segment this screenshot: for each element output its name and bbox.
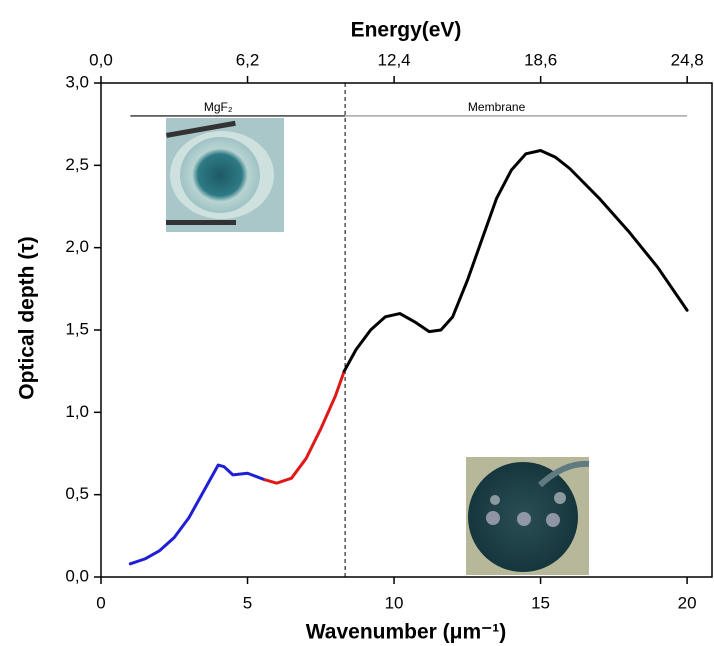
y-tick-label: 3,0 [65,72,89,91]
y-tick-label: 1,5 [65,319,89,338]
x2-tick-label: 6,2 [236,50,260,69]
x2-tick-label: 12,4 [378,50,411,69]
x2-axis-label: Energy(eV) [351,19,462,42]
y-tick-label: 0,5 [65,484,89,503]
y-tick-label: 2,5 [65,155,89,174]
annotation: Membrane [468,100,526,114]
x2-tick-label: 24,8 [671,50,704,69]
line [128,463,267,566]
x-axis-label: Wavenumber (μm⁻¹) [306,621,507,644]
y-axis-label: Optical depth (τ) [16,236,39,399]
y-tick-label: 0,0 [65,566,89,585]
x2-tick-label: 0,0 [89,50,113,69]
y-tick-label: 1,0 [65,402,89,421]
x-tick-label: 15 [531,593,550,612]
photo-membrane [466,457,590,575]
photo-mgf2 [165,118,284,232]
line [342,149,689,373]
line [263,369,346,485]
x-tick-label: 5 [243,593,252,612]
annotation: MgF₂ [204,100,233,114]
x-tick-label: 10 [385,593,404,612]
x2-tick-label: 18,6 [524,50,557,69]
y-tick-label: 2,0 [65,237,89,256]
x-tick-label: 0 [96,593,105,612]
x-tick-label: 20 [678,593,697,612]
